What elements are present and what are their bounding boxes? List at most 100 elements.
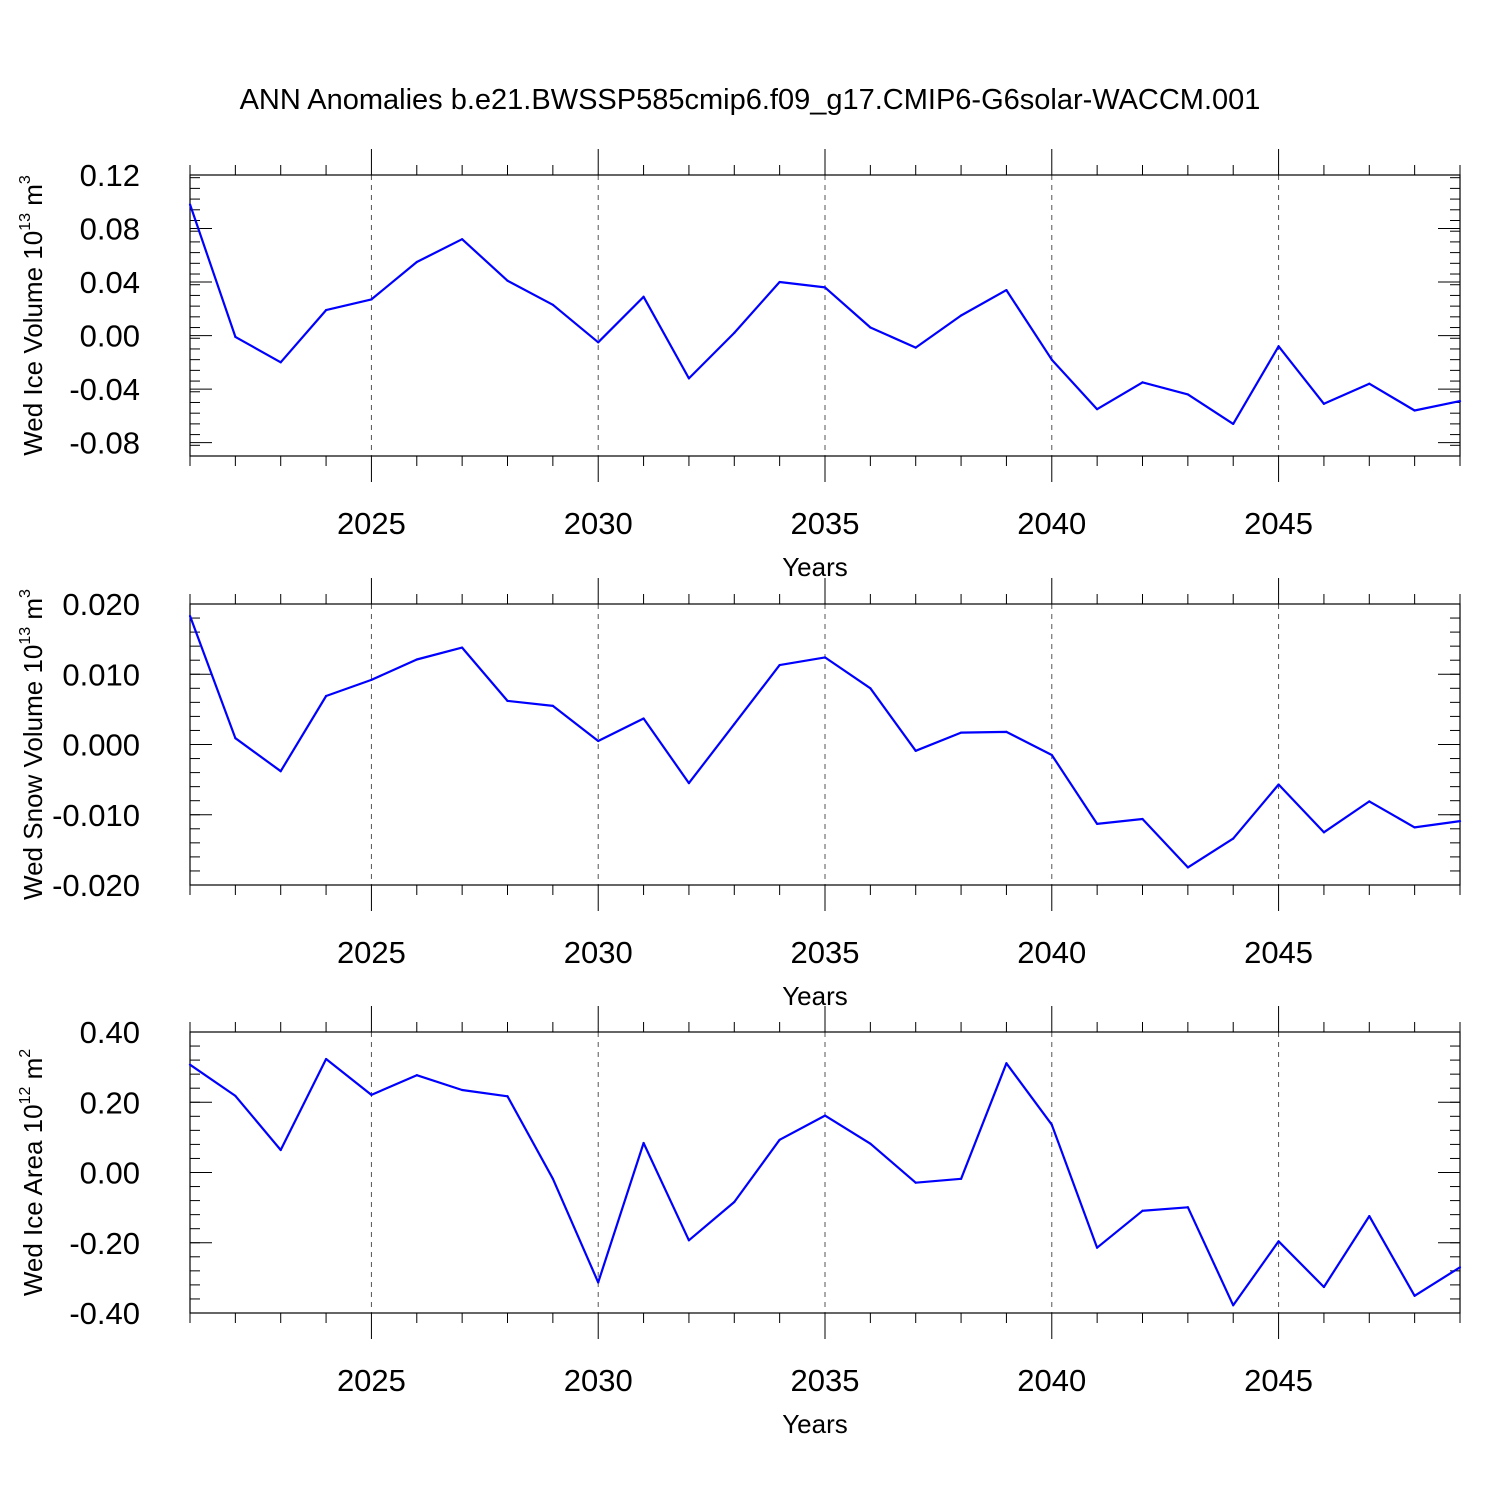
data-point-2032 — [687, 782, 691, 785]
data-point-2033 — [733, 1200, 736, 1204]
x-tick-label-2040: 2040 — [1017, 935, 1086, 970]
data-point-2025 — [370, 678, 373, 681]
y-tick-label: 0.020 — [62, 587, 140, 622]
data-point-2035 — [823, 656, 827, 659]
data-point-2049 — [1458, 819, 1462, 823]
data-point-2024 — [324, 694, 328, 698]
data-point-2049 — [1458, 400, 1462, 403]
data-point-2046 — [1322, 402, 1326, 405]
data-point-2045 — [1277, 1240, 1280, 1243]
y-tick-label: -0.08 — [69, 426, 140, 461]
y-axis-label: Wed Ice Volume 1013 m3 — [17, 175, 48, 456]
data-point-2035 — [823, 1114, 827, 1117]
data-point-2024 — [324, 1057, 328, 1061]
data-point-2045 — [1277, 783, 1280, 786]
data-point-2046 — [1322, 831, 1326, 834]
data-point-2041 — [1096, 822, 1099, 825]
data-point-2030 — [597, 1281, 600, 1284]
data-point-2047 — [1368, 382, 1371, 385]
data-point-2042 — [1141, 817, 1144, 821]
x-tick-label-2030: 2030 — [564, 506, 633, 541]
data-point-2034 — [778, 1138, 781, 1141]
data-point-2021 — [188, 1063, 192, 1066]
y-tick-label: 0.00 — [80, 319, 140, 354]
data-point-2041 — [1096, 1246, 1099, 1249]
data-point-2043 — [1186, 866, 1189, 869]
data-point-2037 — [914, 346, 917, 349]
x-tick-label-2025: 2025 — [337, 506, 406, 541]
data-point-2022 — [234, 737, 237, 740]
data-point-2026 — [415, 658, 418, 661]
data-point-2044 — [1232, 422, 1235, 425]
x-axis-label: Years — [782, 1409, 848, 1439]
data-point-2038 — [959, 731, 963, 734]
x-axis-label: Years — [782, 981, 848, 1011]
x-tick-label-2025: 2025 — [337, 935, 406, 970]
data-point-2029 — [551, 303, 554, 306]
data-point-2039 — [1005, 288, 1008, 292]
data-point-2027 — [461, 1088, 464, 1092]
data-point-2029 — [551, 704, 554, 707]
y-tick-label: -0.010 — [52, 798, 140, 833]
data-point-2031 — [642, 1141, 645, 1145]
data-point-2048 — [1413, 826, 1416, 829]
y-tick-label: 0.40 — [80, 1015, 140, 1050]
data-point-2025 — [370, 298, 373, 301]
data-point-2032 — [687, 1239, 691, 1242]
y-tick-label: -0.40 — [69, 1296, 140, 1331]
x-tick-label-2035: 2035 — [791, 935, 860, 970]
chart-panel-1: 2025 2030 2035 2040 2045 -0.08 -0.04 0.00 0.04 0.… — [17, 149, 1462, 582]
data-point-2048 — [1413, 409, 1416, 412]
x-tick-label-2025: 2025 — [337, 1363, 406, 1398]
data-point-2026 — [415, 260, 418, 264]
data-point-2025 — [370, 1093, 373, 1096]
x-tick-label-2040: 2040 — [1017, 506, 1086, 541]
data-point-2042 — [1141, 1209, 1144, 1212]
chart-panel-2: 2025 2030 2035 2040 2045 -0.020 -0.010 0.000 0.0… — [17, 578, 1462, 1011]
y-axis-label: Wed Ice Area 1012 m2 — [17, 1049, 48, 1296]
x-tick-label-2035: 2035 — [791, 506, 860, 541]
x-tick-label-2030: 2030 — [564, 1363, 633, 1398]
data-point-2043 — [1186, 1206, 1189, 1209]
data-point-2047 — [1368, 1214, 1371, 1218]
data-point-2041 — [1096, 408, 1099, 411]
data-point-2027 — [461, 646, 464, 649]
y-axis-label: Wed Snow Volume 1013 m3 — [17, 589, 48, 900]
data-point-2032 — [687, 377, 691, 380]
data-point-2034 — [778, 664, 781, 667]
data-point-2026 — [415, 1074, 418, 1077]
data-point-2033 — [733, 331, 736, 334]
y-tick-label: -0.04 — [69, 372, 140, 407]
data-point-2028 — [506, 1095, 509, 1098]
y-tick-label: 0.000 — [62, 728, 140, 763]
data-point-2021 — [188, 614, 192, 618]
data-point-2033 — [733, 723, 736, 726]
data-point-2040 — [1050, 1123, 1053, 1126]
data-point-2038 — [959, 314, 963, 317]
figure-title: ANN Anomalies b.e21.BWSSP585cmip6.f09_g1… — [239, 84, 1261, 116]
y-tick-label: 0.08 — [80, 212, 140, 247]
data-point-2038 — [959, 1177, 963, 1180]
y-tick-label: -0.20 — [69, 1226, 140, 1261]
data-point-2037 — [914, 749, 917, 752]
x-tick-label-2040: 2040 — [1017, 1363, 1086, 1398]
data-point-2028 — [506, 279, 509, 282]
y-tick-label: 0.010 — [62, 657, 140, 692]
data-point-2023 — [279, 1148, 282, 1152]
data-point-2047 — [1368, 800, 1371, 803]
data-point-2036 — [869, 326, 872, 329]
data-point-2046 — [1322, 1285, 1326, 1289]
data-point-2023 — [279, 361, 282, 364]
data-point-2028 — [506, 699, 509, 703]
x-tick-label-2045: 2045 — [1244, 935, 1313, 970]
data-point-2022 — [234, 1094, 237, 1098]
data-point-2049 — [1458, 1266, 1462, 1269]
data-point-2027 — [461, 238, 464, 241]
data-point-2042 — [1141, 381, 1144, 384]
data-point-2023 — [279, 770, 282, 773]
data-point-2021 — [188, 203, 192, 206]
data-point-2039 — [1005, 730, 1008, 733]
data-point-2036 — [869, 1142, 872, 1145]
